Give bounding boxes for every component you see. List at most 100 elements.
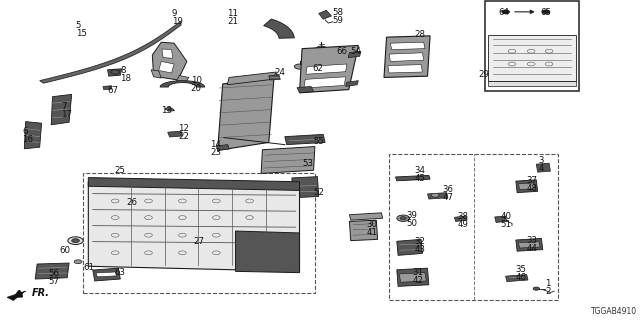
Text: 55: 55 [314,137,324,146]
Text: 44: 44 [526,244,537,253]
Text: 11: 11 [227,9,238,18]
Polygon shape [390,42,425,50]
Polygon shape [227,72,276,85]
Circle shape [431,193,439,197]
Polygon shape [96,272,116,277]
Text: 60: 60 [59,246,70,255]
Polygon shape [346,81,358,86]
Text: 47: 47 [443,193,454,202]
Polygon shape [269,75,280,80]
Polygon shape [319,10,332,19]
Text: 51: 51 [500,220,511,229]
Polygon shape [349,213,383,220]
Polygon shape [518,183,535,189]
Text: 24: 24 [274,68,285,77]
Text: 56: 56 [48,269,59,278]
Text: 58: 58 [333,8,344,17]
Circle shape [294,64,305,69]
Polygon shape [40,21,181,83]
Polygon shape [162,49,173,58]
Polygon shape [164,107,175,111]
Polygon shape [348,51,361,58]
Text: 2: 2 [545,287,551,296]
Text: 25: 25 [114,166,125,175]
Text: 4: 4 [539,164,545,173]
Text: 52: 52 [314,188,324,197]
Polygon shape [516,180,538,193]
Polygon shape [389,53,424,61]
Text: 36: 36 [443,185,454,194]
Text: 21: 21 [227,17,238,26]
Text: 67: 67 [108,86,118,95]
Text: 49: 49 [458,220,468,229]
Polygon shape [518,242,540,248]
Polygon shape [397,239,422,255]
Text: 39: 39 [406,212,417,220]
Text: 61: 61 [83,263,94,272]
Polygon shape [151,70,161,78]
Polygon shape [488,35,576,81]
Text: 19: 19 [172,17,182,26]
Polygon shape [51,94,72,125]
Text: 27: 27 [193,237,204,246]
Text: 42: 42 [413,276,424,285]
Polygon shape [292,177,319,198]
Text: 10: 10 [191,76,202,85]
Text: 3: 3 [539,156,545,165]
Text: 20: 20 [191,84,202,93]
Circle shape [397,215,410,221]
Text: 57: 57 [48,277,59,286]
Polygon shape [488,81,576,86]
Text: 26: 26 [127,198,138,207]
Text: 38: 38 [458,212,468,221]
Polygon shape [160,81,205,87]
Text: 13: 13 [161,106,172,115]
Text: 30: 30 [366,220,377,229]
Text: 14: 14 [210,140,221,149]
Polygon shape [516,238,543,251]
Circle shape [533,287,540,290]
Text: 7: 7 [61,102,67,111]
Polygon shape [216,145,229,150]
Polygon shape [384,36,430,77]
Polygon shape [349,220,378,241]
Circle shape [72,239,79,243]
Text: 65: 65 [541,8,552,17]
Text: 28: 28 [415,30,426,39]
Polygon shape [536,163,550,172]
Text: 48: 48 [526,184,537,193]
Text: 37: 37 [526,176,537,185]
Text: 6: 6 [22,127,28,136]
Text: 64: 64 [498,8,509,17]
Polygon shape [218,78,274,150]
Circle shape [400,217,406,220]
Text: 41: 41 [366,228,377,237]
Polygon shape [495,216,507,222]
Polygon shape [177,76,189,83]
Polygon shape [396,175,430,181]
Polygon shape [428,193,448,199]
Text: 5: 5 [76,21,81,30]
Polygon shape [159,61,174,73]
Text: 50: 50 [406,220,417,228]
Text: 35: 35 [515,265,526,274]
Circle shape [68,237,83,244]
Polygon shape [7,291,26,300]
Text: 22: 22 [178,132,189,141]
Polygon shape [24,122,42,149]
Circle shape [542,10,550,14]
Polygon shape [264,19,294,38]
Text: FR.: FR. [32,288,50,299]
Text: 34: 34 [415,166,426,175]
Polygon shape [300,45,358,93]
Text: 45: 45 [415,174,426,183]
Polygon shape [35,263,69,279]
Text: 66: 66 [336,47,347,56]
Polygon shape [285,134,325,145]
Polygon shape [93,268,120,281]
Text: 31: 31 [413,268,424,277]
Circle shape [316,46,326,51]
Polygon shape [236,231,300,273]
Text: 18: 18 [120,74,131,83]
Polygon shape [108,69,122,76]
